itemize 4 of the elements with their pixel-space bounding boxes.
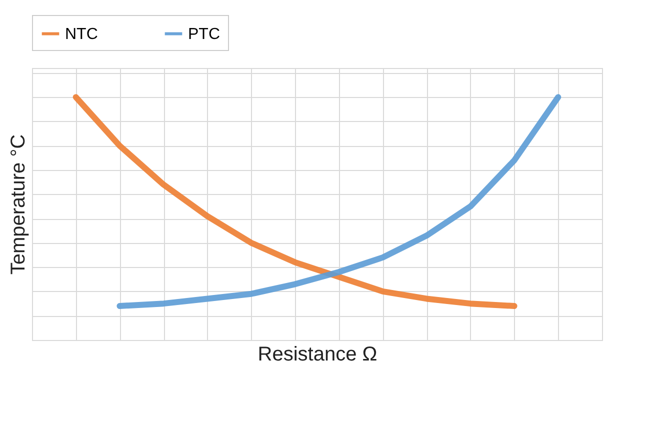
x-axis-title: Resistance Ω bbox=[258, 344, 378, 366]
legend-label: PTC bbox=[188, 26, 220, 43]
y-axis-title: Temperature °C bbox=[8, 134, 30, 275]
legend-label: NTC bbox=[65, 26, 98, 43]
